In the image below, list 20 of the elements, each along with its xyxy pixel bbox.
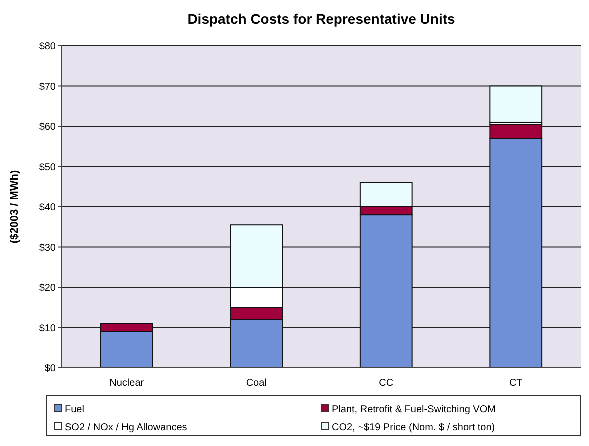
y-tick-label: $30: [39, 242, 56, 254]
x-tick-label: Coal: [246, 378, 267, 389]
y-tick-label: $70: [39, 82, 56, 93]
y-tick-label: $60: [39, 122, 56, 133]
y-tick-label: $40: [39, 202, 56, 214]
y-tick-label: $10: [39, 323, 56, 334]
legend-label: Fuel: [65, 404, 84, 416]
legend-label: Plant, Retrofit & Fuel-Switching VOM: [332, 404, 496, 416]
legend-label: SO2 / NOx / Hg Allowances: [65, 422, 188, 434]
y-axis-title: ($2003 / MWh): [9, 170, 21, 244]
y-tick-label: $0: [44, 364, 56, 374]
bar: [490, 86, 543, 123]
x-tick-label: CT: [509, 378, 523, 389]
y-tick-label: $50: [39, 162, 56, 174]
x-tick-label: CC: [379, 378, 394, 389]
legend-label: CO2, ~$19 Price (Nom. $ / short ton): [332, 422, 496, 434]
x-tick-label: Nuclear: [110, 378, 145, 389]
chart-title: Dispatch Costs for Representative Units: [188, 11, 456, 27]
y-tick-label: $20: [39, 283, 56, 294]
y-tick-label: $80: [39, 42, 56, 52]
